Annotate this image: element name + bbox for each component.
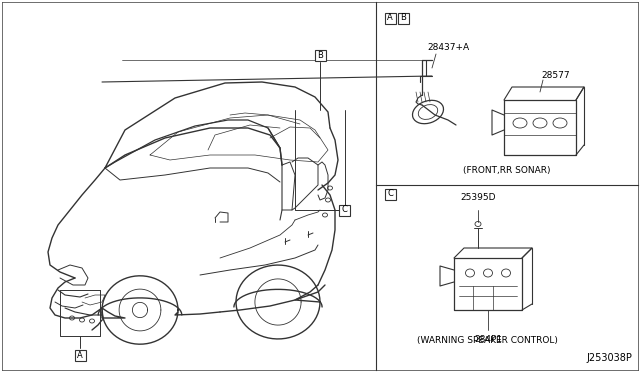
Bar [385, 189, 396, 199]
Text: A: A [387, 13, 393, 22]
Text: A: A [77, 350, 83, 359]
Text: C: C [341, 205, 347, 215]
Text: B: B [400, 13, 406, 22]
Bar [74, 350, 86, 360]
Text: 284P1: 284P1 [474, 336, 502, 344]
Text: 28577: 28577 [541, 71, 570, 80]
Text: (WARNING SPEAKER CONTROL): (WARNING SPEAKER CONTROL) [417, 336, 557, 344]
Bar [314, 49, 326, 61]
Text: C: C [387, 189, 393, 199]
Text: 28437+A: 28437+A [427, 44, 469, 52]
Bar [339, 205, 349, 215]
Text: 25395D: 25395D [460, 193, 496, 202]
Bar [397, 13, 408, 23]
Text: (FRONT,RR SONAR): (FRONT,RR SONAR) [463, 166, 551, 174]
Text: B: B [317, 51, 323, 60]
Bar [385, 13, 396, 23]
Text: J253038P: J253038P [586, 353, 632, 363]
